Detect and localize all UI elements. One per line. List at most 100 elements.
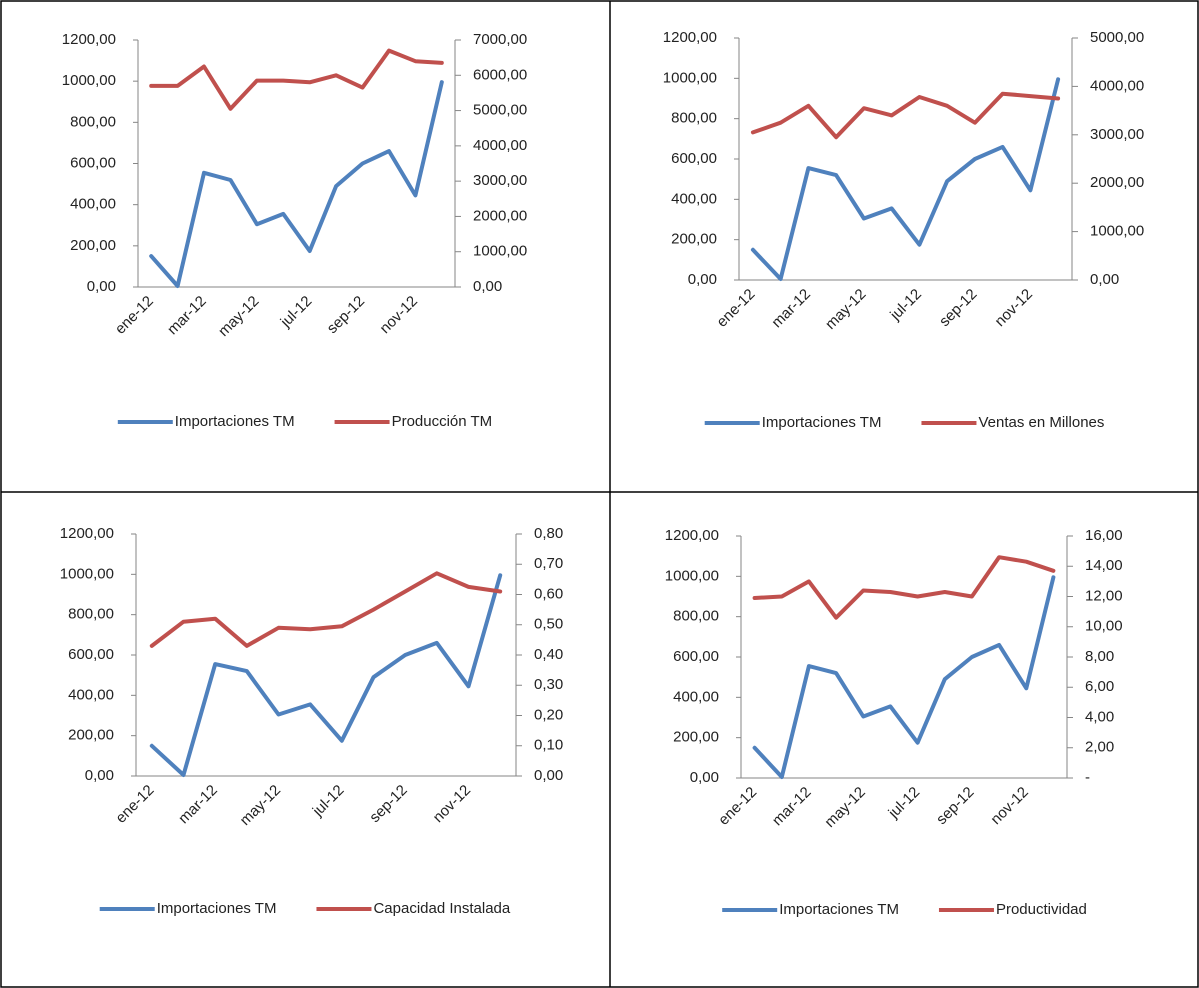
y-tick-label: 1200,00 [62, 31, 116, 48]
y2-tick-label: 6000,00 [473, 66, 527, 83]
y-tick-label: 1000,00 [663, 69, 717, 86]
legend-label: Producción TM [392, 413, 493, 430]
x-tick-label: ene-12 [715, 784, 760, 829]
x-tick-label: ene-12 [112, 293, 157, 338]
x-tick-label: mar-12 [164, 293, 210, 339]
y2-tick-label: 14,00 [1085, 557, 1123, 574]
y2-tick-label: 0,80 [534, 525, 563, 542]
y2-tick-label: 12,00 [1085, 587, 1123, 604]
y2-tick-label: 3000,00 [473, 172, 527, 189]
x-tick-label: mar-12 [175, 782, 221, 828]
legend: Importaciones TM Capacidad Instalada [99, 900, 511, 917]
y2-tick-label: 4,00 [1085, 708, 1114, 725]
y-tick-label: 1200,00 [665, 527, 719, 544]
x-tick-label: jul-12 [309, 782, 348, 821]
y-tick-label: 800,00 [671, 110, 717, 127]
x-tick-label: sep-12 [324, 293, 368, 337]
y-tick-label: 200,00 [673, 729, 719, 746]
x-tick-label: ene-12 [713, 286, 758, 331]
x-tick-label: may-12 [237, 782, 284, 829]
x-tick-label: may-12 [821, 784, 868, 831]
y-tick-label: 1000,00 [665, 567, 719, 584]
legend-label: Productividad [996, 901, 1087, 918]
y2-tick-label: 0,20 [534, 706, 563, 723]
chart: 0,00 200,00 400,00 600,00 800,00 1000,00 1200,… [62, 31, 527, 430]
y2-tick-label: 2000,00 [1090, 174, 1144, 191]
x-tick-label: mar-12 [768, 286, 814, 332]
y2-tick-label: 3000,00 [1090, 126, 1144, 143]
x-tick-label: may-12 [215, 293, 262, 340]
y-tick-label: 1200,00 [60, 525, 114, 542]
y2-tick-label: 0,00 [534, 767, 563, 784]
y2-tick-label: 0,50 [534, 616, 563, 633]
series-line [149, 48, 444, 111]
x-tick-label: sep-12 [366, 782, 410, 826]
y-tick-label: 0,00 [85, 767, 114, 784]
legend: Importaciones TM Productividad [722, 901, 1087, 918]
x-tick-label: nov-12 [377, 293, 421, 337]
y-tick-label: 400,00 [673, 688, 719, 705]
y2-tick-label: 0,70 [534, 555, 563, 572]
y2-tick-label: 0,60 [534, 585, 563, 602]
chart: 0,00 200,00 400,00 600,00 800,00 1000,00 1200,… [663, 29, 1144, 431]
x-tick-label: may-12 [822, 286, 869, 333]
x-tick-label: nov-12 [987, 784, 1031, 828]
y-tick-label: 0,00 [688, 271, 717, 288]
legend-label: Ventas en Millones [978, 414, 1104, 431]
y2-tick-label: 8,00 [1085, 648, 1114, 665]
y-tick-label: 0,00 [87, 278, 116, 295]
y2-tick-label: 0,00 [473, 278, 502, 295]
y2-tick-label: 16,00 [1085, 527, 1123, 544]
series-line [149, 571, 503, 648]
x-tick-label: nov-12 [992, 286, 1036, 330]
y2-tick-label: 4000,00 [473, 137, 527, 154]
x-tick-label: sep-12 [936, 286, 980, 330]
y-tick-label: 200,00 [671, 231, 717, 248]
y-tick-label: 200,00 [70, 237, 116, 254]
x-tick-label: mar-12 [769, 784, 815, 830]
chart: 0,00 200,00 400,00 600,00 800,00 1000,00 1200,… [60, 525, 563, 917]
y-tick-label: 600,00 [673, 648, 719, 665]
y2-tick-label: 6,00 [1085, 678, 1114, 695]
y2-tick-label: 2,00 [1085, 739, 1114, 756]
legend-label: Importaciones TM [157, 900, 277, 917]
legend-label: Importaciones TM [762, 414, 882, 431]
x-tick-label: ene-12 [112, 782, 157, 827]
x-tick-label: jul-12 [885, 784, 924, 823]
y-tick-label: 1000,00 [60, 565, 114, 582]
y-tick-label: 200,00 [68, 727, 114, 744]
x-tick-label: sep-12 [933, 784, 977, 828]
y2-tick-label: 5000,00 [1090, 29, 1144, 46]
y-tick-label: 800,00 [70, 113, 116, 130]
y2-tick-label: 2000,00 [473, 207, 527, 224]
y-tick-label: 400,00 [70, 196, 116, 213]
y2-tick-label: 7000,00 [473, 31, 527, 48]
legend-label: Importaciones TM [175, 413, 295, 430]
y2-tick-label: 1000,00 [473, 243, 527, 260]
x-tick-label: jul-12 [886, 286, 925, 325]
y2-tick-label: 4000,00 [1090, 77, 1144, 94]
legend: Importaciones TM Ventas en Millones [704, 414, 1104, 431]
legend-label: Capacidad Instalada [373, 900, 510, 917]
legend-label: Importaciones TM [779, 901, 899, 918]
x-tick-label: nov-12 [430, 782, 474, 826]
chart: 0,00 200,00 400,00 600,00 800,00 1000,00 1200,… [665, 527, 1123, 918]
y2-tick-label: - [1085, 769, 1090, 786]
y-tick-label: 600,00 [68, 646, 114, 663]
y-tick-label: 600,00 [70, 154, 116, 171]
y-tick-label: 800,00 [68, 606, 114, 623]
x-tick-label: jul-12 [277, 293, 316, 332]
y2-tick-label: 0,40 [534, 646, 563, 663]
legend: Importaciones TM Producción TM [117, 413, 493, 430]
y-tick-label: 600,00 [671, 150, 717, 167]
y2-tick-label: 5000,00 [473, 102, 527, 119]
y-tick-label: 800,00 [673, 608, 719, 625]
series-line [752, 555, 1056, 620]
series-line [750, 91, 1061, 140]
series-line [149, 80, 444, 288]
y-tick-label: 400,00 [68, 686, 114, 703]
y-tick-label: 0,00 [690, 769, 719, 786]
